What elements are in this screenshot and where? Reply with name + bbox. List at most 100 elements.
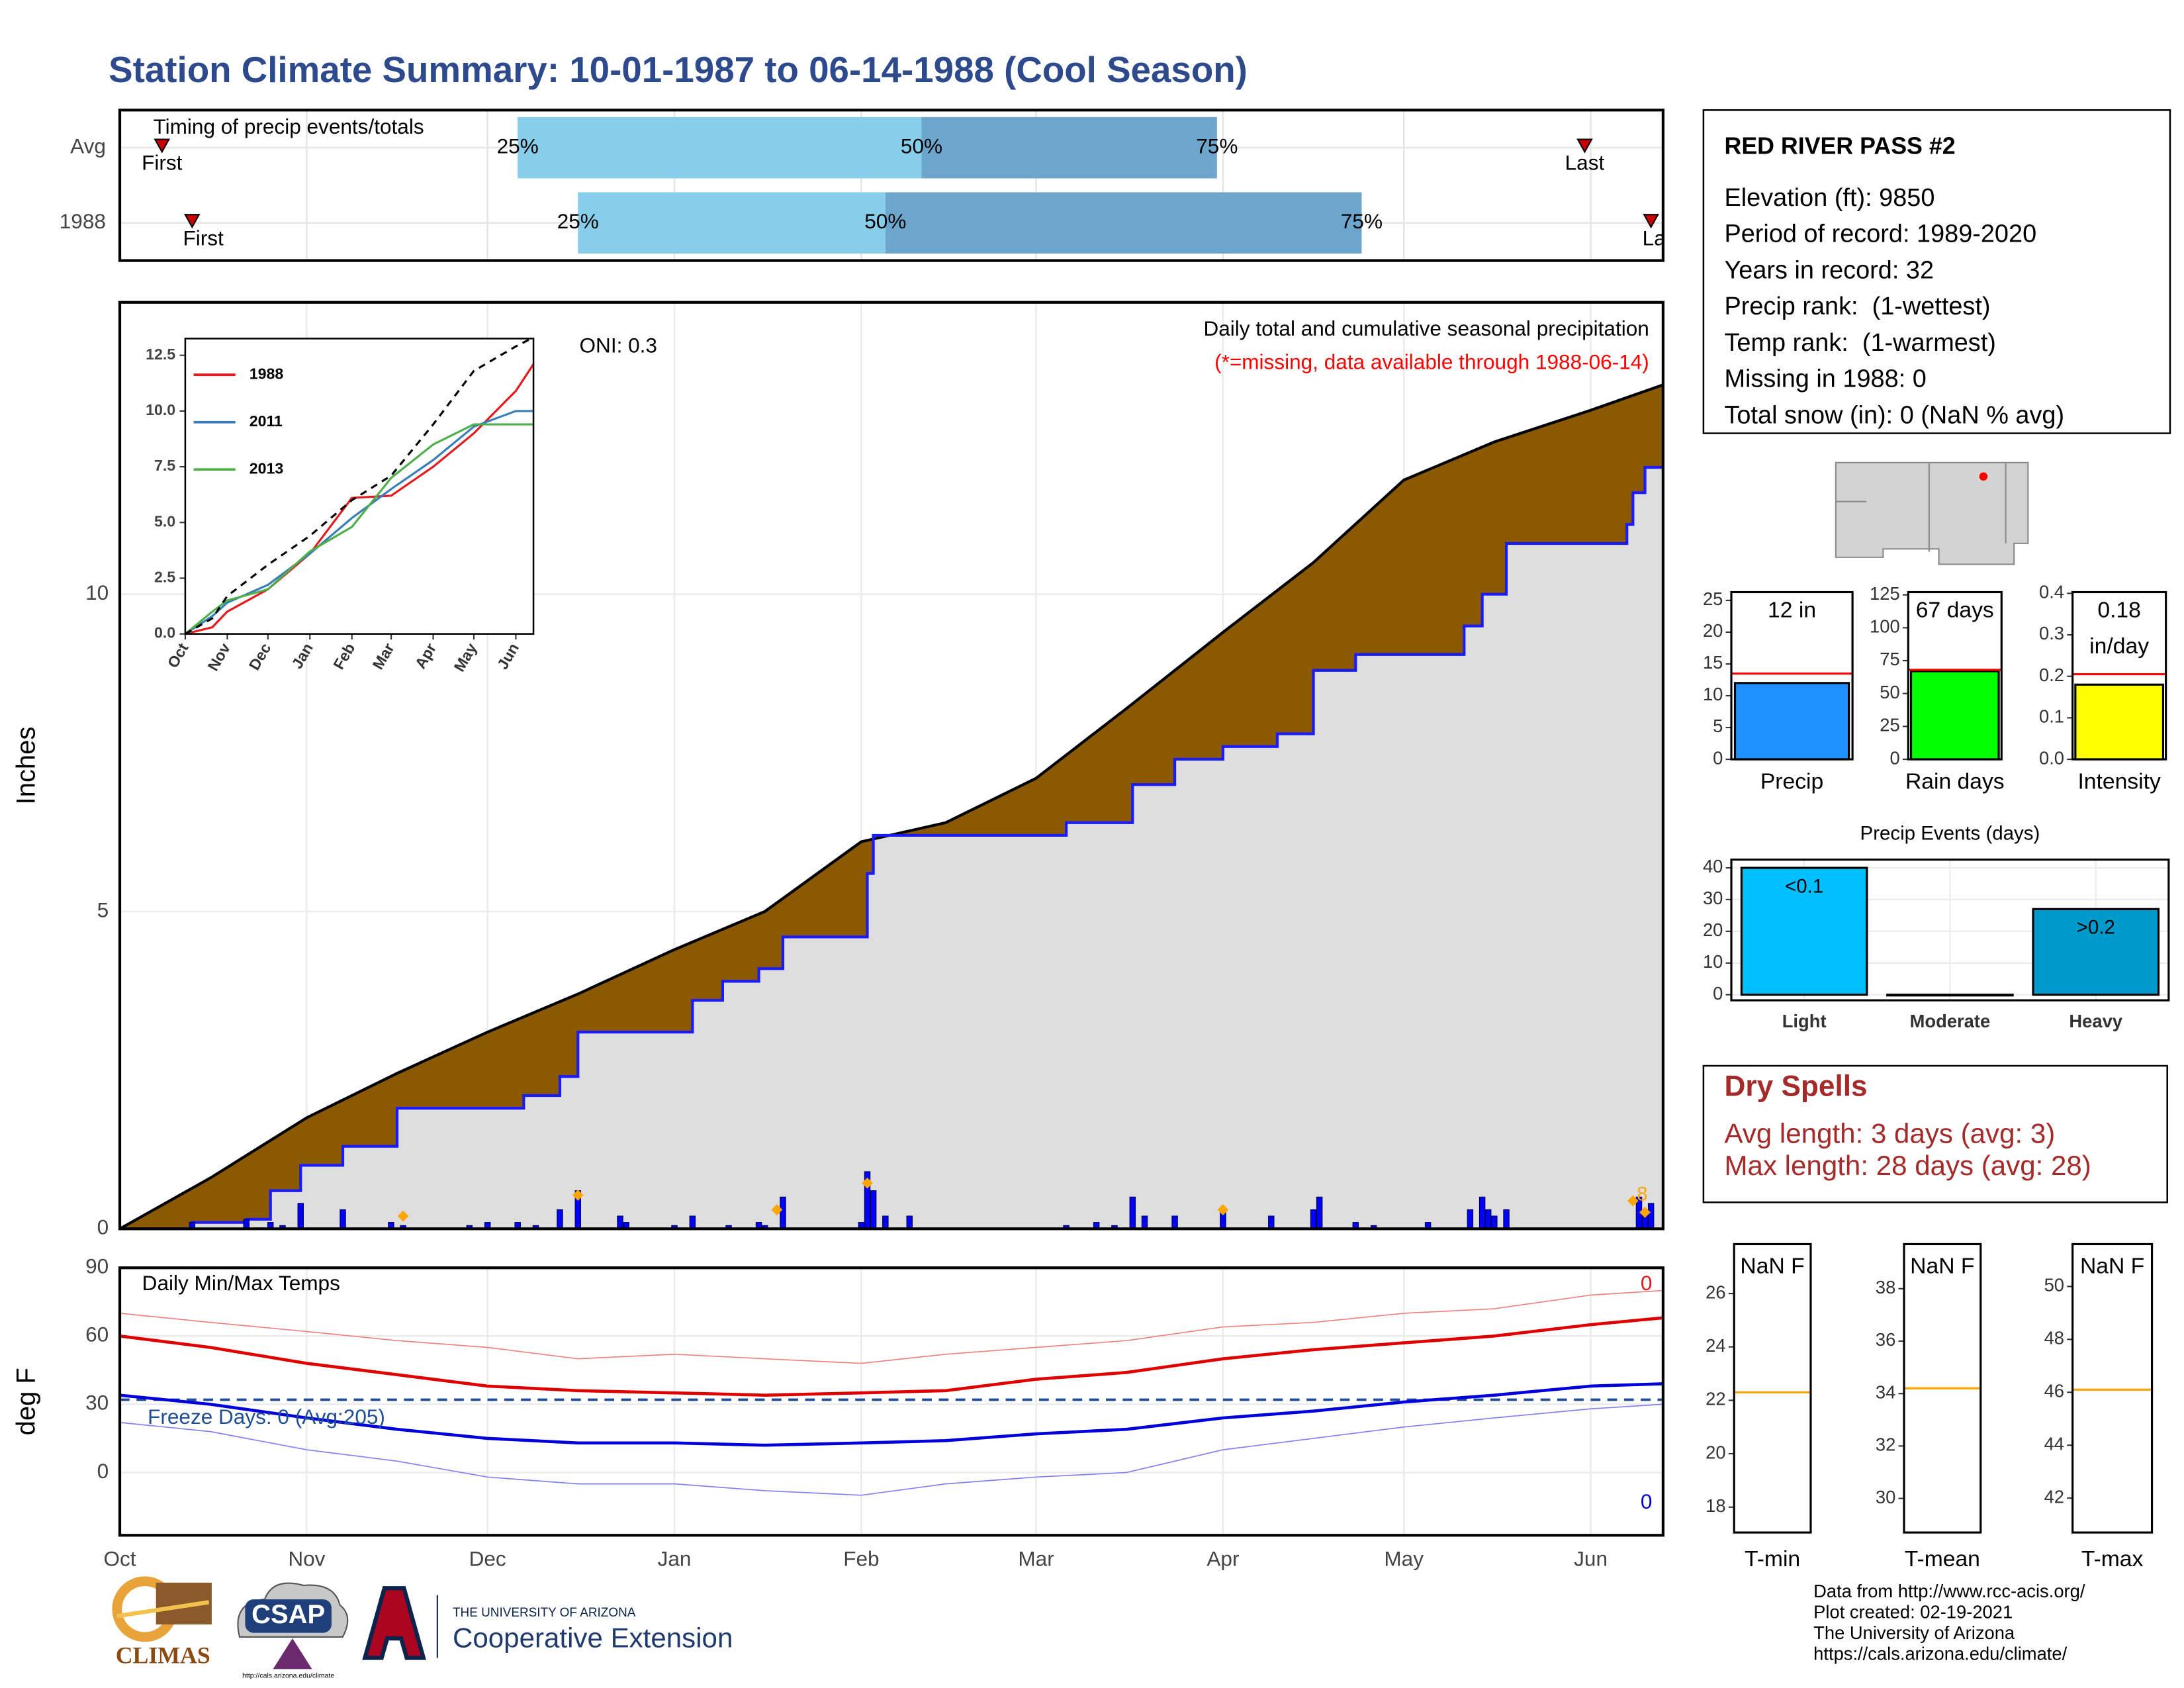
panel-background bbox=[1734, 1244, 1811, 1533]
daily-bar bbox=[1647, 1203, 1655, 1229]
series-line bbox=[119, 1316, 1664, 1397]
daily-bar bbox=[1491, 1215, 1498, 1229]
x-tick-label: May bbox=[1384, 1547, 1424, 1571]
x-tick-label: T-max bbox=[2081, 1547, 2144, 1571]
daily-bar bbox=[1316, 1196, 1323, 1229]
panel-frame bbox=[2071, 590, 2167, 761]
marker-label: Last bbox=[1565, 151, 1605, 175]
y-tick-label: 0.0 bbox=[154, 624, 175, 641]
quartile-bar bbox=[518, 117, 922, 179]
logo-text: CLIMAS bbox=[116, 1642, 210, 1669]
dry-spells-box bbox=[1702, 1064, 2169, 1203]
panel-frame bbox=[1733, 1243, 1812, 1534]
y-tick-label: 75 bbox=[1880, 649, 1899, 669]
y-tick-label: 0.0 bbox=[2039, 747, 2064, 768]
y-tick-label: 36 bbox=[1876, 1329, 1895, 1350]
x-tick-label: Jun bbox=[1574, 1547, 1608, 1571]
credit-line: https://cals.arizona.edu/climate/ bbox=[1813, 1644, 2067, 1664]
annotation: 8 bbox=[1637, 1184, 1647, 1205]
quartile-bar bbox=[578, 192, 886, 254]
bar bbox=[1733, 682, 1850, 761]
event-diamond bbox=[1217, 1204, 1229, 1215]
value-label: 67 days bbox=[1915, 599, 1994, 623]
quartile-label: 50% bbox=[864, 209, 906, 233]
panel-frame bbox=[118, 301, 1664, 1231]
panel-frame bbox=[2071, 1243, 2154, 1534]
bar bbox=[1909, 670, 2000, 761]
y-axis-label: Inches bbox=[12, 727, 41, 805]
y-tick-label: 12.5 bbox=[146, 346, 175, 363]
value-label: NaN F bbox=[1910, 1255, 1975, 1280]
y-tick-label: 48 bbox=[2044, 1328, 2064, 1348]
x-tick-label: T-mean bbox=[1905, 1547, 1980, 1571]
marker-label: First bbox=[142, 151, 183, 175]
y-tick-label: 25 bbox=[1703, 588, 1723, 609]
annotation: 0 bbox=[1641, 1271, 1653, 1295]
y-tick-label: 50 bbox=[2044, 1275, 2064, 1295]
cumulative-area bbox=[119, 467, 1663, 1229]
y-tick-label: 0 bbox=[1713, 983, 1723, 1004]
daily-bar bbox=[1171, 1215, 1178, 1229]
y-tick-label: 10 bbox=[1703, 951, 1723, 972]
bar bbox=[1740, 867, 1868, 996]
y-tick-label: 5.0 bbox=[154, 512, 175, 530]
y-tick-label: 0 bbox=[1889, 747, 1899, 768]
daily-bar bbox=[882, 1215, 889, 1229]
station-line: Temp rank: (1-warmest) bbox=[1724, 329, 1995, 357]
logo-text: THE UNIVERSITY OF ARIZONA bbox=[453, 1606, 636, 1620]
daily-bar bbox=[780, 1196, 786, 1229]
panel-frame bbox=[1903, 1243, 1982, 1534]
station-line: Precip rank: (1-wettest) bbox=[1724, 293, 1990, 320]
y-tick-label: 30 bbox=[1876, 1487, 1895, 1507]
value-label-box: NaN F bbox=[1910, 1255, 1975, 1280]
panel-frame bbox=[1907, 590, 2003, 761]
legend-label: 2011 bbox=[250, 412, 283, 430]
annotation: 0 bbox=[1641, 1489, 1653, 1513]
y-tick-label: 7.5 bbox=[154, 457, 175, 474]
y-tick-label: 125 bbox=[1870, 583, 1900, 604]
logo-text: Cooperative Extension bbox=[453, 1622, 733, 1653]
annotation: (*=missing, data available through 1988-… bbox=[1214, 350, 1649, 374]
marker-label: Last bbox=[1643, 226, 1682, 250]
quartile-label: 75% bbox=[1196, 134, 1238, 158]
panel-frame bbox=[118, 1266, 1664, 1537]
value-label: 12 in bbox=[1768, 599, 1817, 623]
y-tick-label: 30 bbox=[1703, 888, 1723, 908]
station-name: RED RIVER PASS #2 bbox=[1724, 133, 1955, 160]
bar bbox=[1886, 994, 2014, 997]
y-tick-label: Avg bbox=[70, 134, 106, 158]
panel-frame bbox=[1730, 590, 1854, 761]
csap-logo: CSAP http://cals.arizona.edu/climate bbox=[237, 1582, 349, 1680]
value-label-box: 0.18 in/day bbox=[2089, 599, 2149, 659]
bar-label: >0.2 bbox=[2077, 917, 2115, 939]
x-tick-label: Light bbox=[1782, 1011, 1827, 1031]
y-tick-label: 32 bbox=[1876, 1434, 1895, 1455]
climas-logo: CLIMAS bbox=[112, 1576, 212, 1669]
y-tick-label: 24 bbox=[1706, 1335, 1725, 1356]
panel-background bbox=[119, 1268, 1663, 1536]
y-tick-label: 1988 bbox=[60, 209, 106, 233]
daily-bar bbox=[1310, 1209, 1317, 1229]
daily-bar bbox=[870, 1190, 877, 1229]
marker-label: First bbox=[183, 226, 224, 250]
bar bbox=[2032, 908, 2160, 996]
daily-bar bbox=[243, 1219, 250, 1229]
y-tick-label: 46 bbox=[2044, 1380, 2064, 1401]
y-tick-label: 5 bbox=[1713, 716, 1723, 736]
quartile-label: 50% bbox=[901, 134, 942, 158]
daily-bar bbox=[1141, 1215, 1148, 1229]
series-line bbox=[184, 423, 534, 635]
value-label-box: 67 days bbox=[1915, 599, 1994, 623]
station-box bbox=[1702, 109, 2171, 434]
panel-frame bbox=[1730, 858, 2170, 1002]
y-tick-label: 25 bbox=[1880, 715, 1899, 735]
panel-title: Daily Min/Max Temps bbox=[142, 1271, 340, 1295]
cumulative-line bbox=[119, 465, 1663, 1231]
x-tick-label: Intensity bbox=[2077, 770, 2161, 794]
y-tick-label: 0 bbox=[97, 1459, 109, 1483]
dry-spells-line: Max length: 28 days (avg: 28) bbox=[1724, 1150, 2091, 1181]
value-label: NaN F bbox=[2079, 1255, 2145, 1280]
daily-bar bbox=[557, 1209, 563, 1229]
series-line bbox=[119, 1289, 1663, 1364]
